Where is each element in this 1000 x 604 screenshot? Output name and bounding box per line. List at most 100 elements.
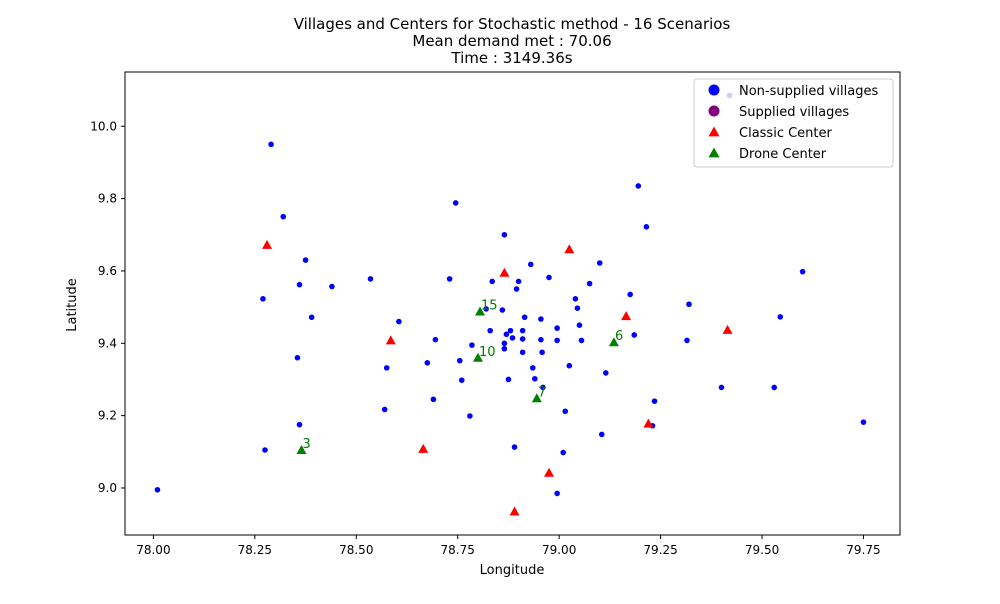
drone-center-label: 6 (615, 329, 623, 344)
non-supplied-villages-point (511, 444, 518, 450)
non-supplied-villages-point (562, 408, 569, 415)
non-supplied-villages-point (268, 141, 274, 148)
plot-frame (124, 71, 901, 536)
drone-center-marker (475, 306, 486, 316)
non-supplied-villages-point (529, 365, 536, 371)
classic-center-marker (509, 506, 520, 516)
non-supplied-villages-point (456, 357, 463, 364)
x-tick-label: 79.25 (643, 543, 677, 557)
non-supplied-villages-point (540, 384, 546, 391)
non-supplied-villages-point (576, 322, 583, 329)
x-tick-label: 78.25 (238, 543, 272, 557)
non-supplied-villages-point (635, 183, 642, 189)
classic-center-marker (643, 418, 654, 428)
non-supplied-villages-point (631, 332, 638, 338)
non-supplied-villages-point (513, 286, 520, 292)
y-tick-label: 9.2 (98, 409, 117, 423)
legend-box (693, 78, 894, 168)
non-supplied-villages-point (430, 396, 437, 403)
non-supplied-villages-point (586, 280, 593, 287)
series-drone-center: 3 15 10 7 6 (296, 298, 623, 454)
non-supplied-villages-point (381, 406, 388, 413)
non-supplied-villages-point (546, 274, 552, 281)
non-supplied-villages-point (487, 327, 493, 334)
drone-center-label: 10 (479, 345, 496, 360)
non-supplied-villages-point (539, 349, 545, 356)
non-supplied-villages-point (507, 327, 514, 334)
non-supplied-villages-point (519, 336, 526, 342)
non-supplied-villages-point (329, 283, 335, 290)
x-tick-label: 78.50 (339, 543, 373, 557)
non-supplied-villages-point (483, 306, 489, 312)
legend-label-non-supplied-villages: Non-supplied villages (739, 84, 878, 99)
non-supplied-villages-point (154, 486, 161, 493)
non-supplied-villages-point (294, 354, 301, 361)
non-supplied-villages-point (501, 345, 508, 352)
non-supplied-villages-point (799, 268, 806, 275)
non-supplied-villages-point (651, 398, 658, 404)
non-supplied-villages-point (499, 307, 506, 313)
non-supplied-villages-point (501, 231, 508, 238)
x-tick-label: 78.75 (441, 543, 475, 557)
classic-center-marker (499, 267, 510, 277)
legend-label-classic-center: Classic Center (739, 126, 833, 141)
non-supplied-villages-point (538, 336, 544, 343)
classic-center-marker (385, 335, 396, 345)
y-tick-label: 9.0 (98, 481, 117, 495)
legend-label-supplied-villages: Supplied villages (739, 105, 849, 120)
classic-center-marker (262, 239, 273, 249)
non-supplied-villages-point (538, 316, 544, 322)
non-supplied-villages-point (627, 291, 633, 298)
legend-marker-supplied-villages (708, 105, 720, 117)
series-non-supplied-villages (154, 92, 867, 497)
x-tick-label: 78.00 (136, 543, 170, 557)
classic-center-marker (722, 324, 733, 334)
classic-center-marker (418, 443, 429, 453)
non-supplied-villages-point (509, 335, 516, 341)
non-supplied-villages-point (489, 278, 496, 285)
non-supplied-villages-point (515, 278, 522, 285)
non-supplied-villages-point (432, 336, 439, 343)
non-supplied-villages-point (860, 419, 867, 425)
chart-title-line-2: Mean demand met : 70.06 (412, 32, 611, 50)
drone-center-marker (473, 352, 484, 362)
non-supplied-villages-point (686, 301, 692, 308)
legend-marker-classic-center (708, 126, 720, 137)
non-supplied-villages-point (777, 314, 784, 320)
non-supplied-villages-point (574, 305, 581, 312)
x-tick-label: 79.00 (542, 543, 576, 557)
non-supplied-villages-point (503, 331, 510, 338)
non-supplied-villages-point (367, 276, 374, 282)
y-tick-label: 10.0 (90, 119, 117, 133)
non-supplied-villages-point (505, 376, 512, 383)
non-supplied-villages-point (262, 447, 268, 453)
y-tick-label: 9.8 (98, 192, 117, 206)
drone-center-marker (296, 444, 307, 454)
x-tick-label: 79.50 (745, 543, 779, 557)
non-supplied-villages-point (521, 314, 528, 321)
non-supplied-villages-point (603, 370, 609, 376)
x-tick-label: 79.75 (846, 543, 880, 557)
classic-center-marker (621, 311, 632, 321)
non-supplied-villages-point (383, 365, 390, 371)
non-supplied-villages-point (643, 224, 650, 230)
non-supplied-villages-point (578, 337, 585, 344)
non-supplied-villages-point (280, 213, 287, 220)
series-classic-center (262, 239, 733, 516)
non-supplied-villages-point (296, 281, 303, 288)
non-supplied-villages-point (554, 490, 560, 497)
legend-marker-drone-center (708, 147, 720, 158)
non-supplied-villages-point (396, 318, 402, 325)
non-supplied-villages-point (560, 449, 567, 456)
non-supplied-villages-point (718, 384, 725, 391)
drone-center-marker (531, 393, 542, 403)
y-axis-label: Latitude (65, 278, 80, 332)
non-supplied-villages-point (424, 360, 431, 366)
non-supplied-villages-point (566, 362, 573, 369)
non-supplied-villages-point (296, 421, 303, 428)
non-supplied-villages-point (554, 325, 560, 331)
drone-center-label: 15 (481, 298, 498, 313)
non-supplied-villages-point (260, 295, 266, 302)
